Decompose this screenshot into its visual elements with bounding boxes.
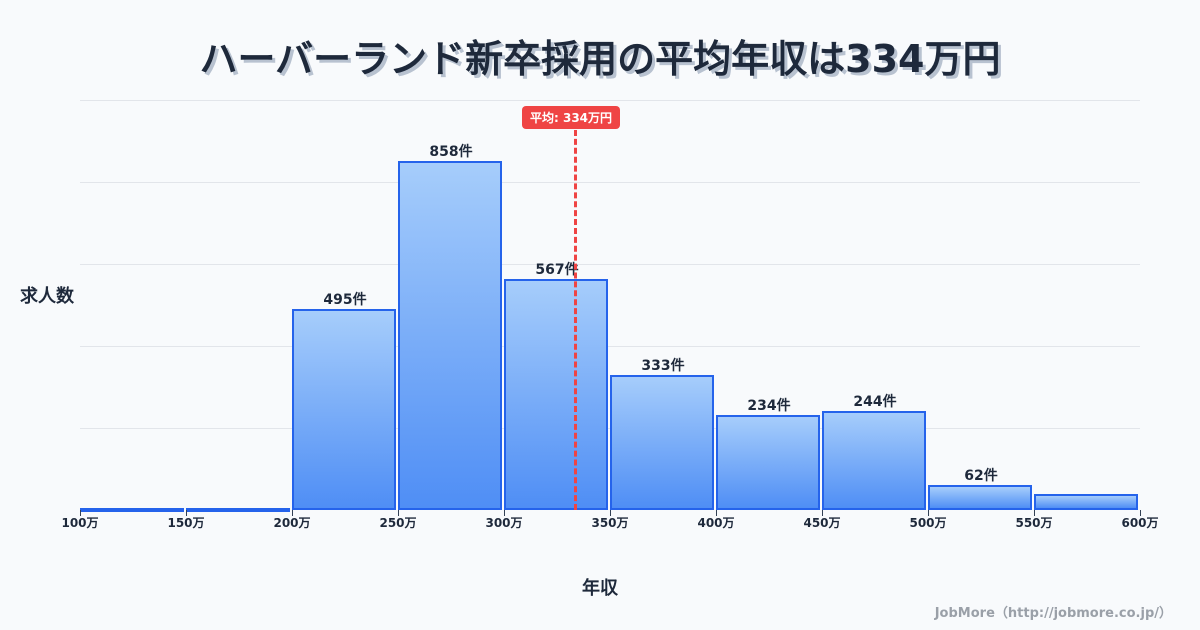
gridline (80, 100, 1140, 101)
bar-value-label: 858件 (429, 144, 473, 160)
bar-value-label: 333件 (641, 358, 685, 374)
x-tick (1140, 510, 1141, 516)
x-tick (610, 510, 611, 516)
x-tick (398, 510, 399, 516)
x-tick (186, 510, 187, 516)
bar-value-label: 567件 (535, 262, 579, 278)
x-axis-label: 年収 (582, 578, 618, 599)
histogram-bar (504, 279, 608, 510)
x-tick-label: 300万 (485, 516, 523, 530)
gridline (80, 346, 1140, 347)
x-tick-label: 200万 (273, 516, 311, 530)
x-tick-label: 450万 (803, 516, 841, 530)
x-tick-label: 100万 (61, 516, 99, 530)
histogram-bar (822, 411, 926, 510)
x-tick (1034, 510, 1035, 516)
x-tick (716, 510, 717, 516)
x-tick (822, 510, 823, 516)
x-tick-label: 400万 (697, 516, 735, 530)
x-tick (504, 510, 505, 516)
x-tick-label: 550万 (1015, 516, 1053, 530)
bar-value-label: 62件 (964, 468, 998, 484)
source-credit: JobMore（http://jobmore.co.jp/） (934, 606, 1172, 621)
x-tick (292, 510, 293, 516)
x-tick-label: 250万 (379, 516, 417, 530)
x-tick (928, 510, 929, 516)
x-tick-label: 350万 (591, 516, 629, 530)
histogram-bar (610, 375, 714, 510)
x-tick (80, 510, 81, 516)
histogram-bar (80, 508, 184, 512)
plot-area: 495件 858件 567件 333件 234件 244件 62件 100万 150万 200万… (61, 100, 1159, 530)
bar-value-label: 244件 (853, 394, 897, 410)
histogram-bar (398, 161, 502, 510)
chart-title: ハーバーランド新卒採用の平均年収は334万円 (199, 37, 1001, 81)
x-tick-label: 500万 (909, 516, 947, 530)
x-tick-label: 150万 (167, 516, 205, 530)
y-axis-label: 求人数 (20, 286, 74, 307)
bar-value-label: 495件 (323, 292, 367, 308)
x-tick-label: 600万 (1121, 516, 1159, 530)
histogram-bar (928, 485, 1032, 510)
mean-badge: 平均: 334万円 (522, 106, 621, 129)
gridline (80, 264, 1140, 265)
mean-line (574, 130, 577, 510)
histogram-bar (1034, 494, 1138, 510)
gridline (80, 182, 1140, 183)
histogram-bar (186, 508, 290, 512)
bar-value-label: 234件 (747, 398, 791, 414)
histogram-bar (292, 309, 396, 510)
histogram-bar (716, 415, 820, 510)
